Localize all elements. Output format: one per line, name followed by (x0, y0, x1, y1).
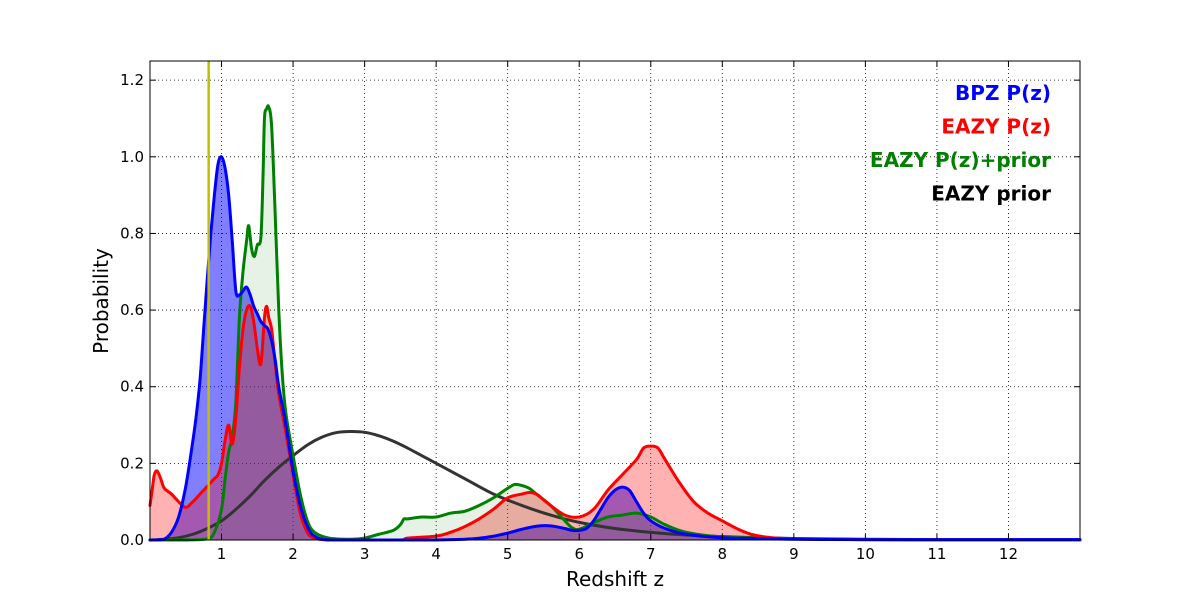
x-tick-label: 7 (646, 545, 656, 563)
y-tick-label: 1.2 (120, 71, 144, 89)
y-tick-label: 0.8 (120, 224, 144, 242)
x-tick-label: 8 (718, 545, 728, 563)
y-tick-label: 1.0 (120, 148, 144, 166)
y-tick-label: 0.2 (120, 454, 144, 472)
x-tick-label: 12 (999, 545, 1018, 563)
x-tick-label: 6 (574, 545, 584, 563)
series-area-eazy-p-z-prior (150, 105, 1080, 540)
x-tick-label: 2 (288, 545, 298, 563)
legend-entry: BPZ P(z) (955, 81, 1051, 105)
legend-entry: EAZY P(z)+prior (870, 148, 1051, 172)
axis-ticks: 1 2 3 4 5 6 7 8 9 10 11 120.00.20.40.60.81.01.2 (120, 61, 1080, 563)
y-axis-label: Probability (89, 248, 113, 354)
x-tick-label: 10 (856, 545, 875, 563)
plot-frame (149, 60, 1081, 541)
series-area-eazy-p-z (150, 305, 1080, 540)
y-tick-label: 0.4 (120, 378, 144, 396)
series-line-bpz-p-z (148, 155, 1082, 542)
legend-entry: EAZY P(z) (941, 115, 1051, 139)
x-tick-label: 3 (360, 545, 370, 563)
grid (150, 61, 1080, 540)
legend-entry: EAZY prior (931, 182, 1051, 206)
x-tick-label: 9 (789, 545, 799, 563)
series-line-eazy-p-z-prior (148, 104, 1082, 542)
y-tick-label: 0.6 (120, 301, 144, 319)
x-tick-label: 1 (217, 545, 227, 563)
x-tick-label: 11 (927, 545, 946, 563)
x-tick-label: 4 (431, 545, 441, 563)
legend: BPZ P(z) EAZY P(z) EAZY P(z)+prior EAZY pri… (870, 81, 1051, 206)
x-tick-label: 5 (503, 545, 513, 563)
x-axis-label: Redshift z (566, 567, 664, 591)
y-tick-label: 0.0 (120, 531, 144, 549)
